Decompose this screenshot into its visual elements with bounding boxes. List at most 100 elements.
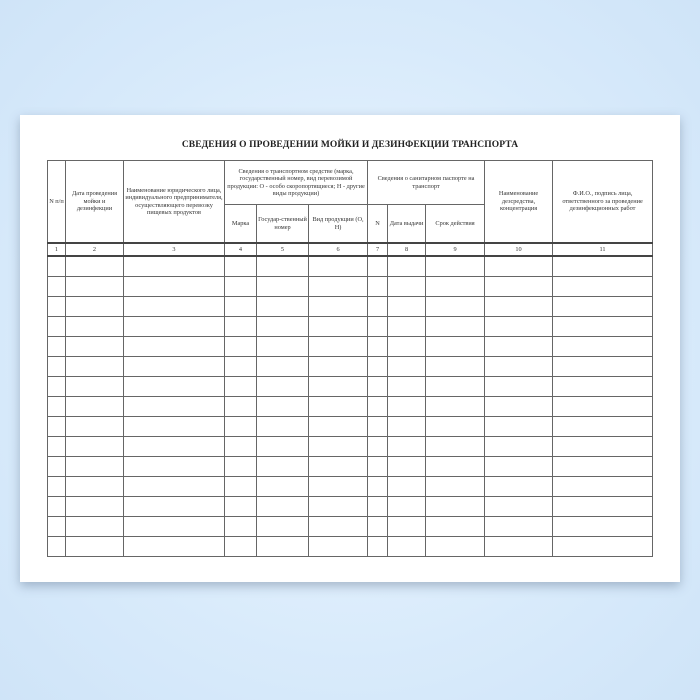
table-cell[interactable] xyxy=(47,436,66,457)
table-cell[interactable] xyxy=(367,316,389,337)
table-cell[interactable] xyxy=(552,376,654,397)
table-cell[interactable] xyxy=(387,396,427,417)
table-cell[interactable] xyxy=(47,336,66,357)
table-cell[interactable] xyxy=(425,456,486,477)
table-cell[interactable] xyxy=(484,416,554,437)
table-cell[interactable] xyxy=(307,476,369,497)
table-cell[interactable] xyxy=(552,276,654,297)
table-cell[interactable] xyxy=(484,516,554,537)
table-cell[interactable] xyxy=(484,436,554,457)
table-cell[interactable] xyxy=(484,536,554,557)
table-cell[interactable] xyxy=(387,356,427,377)
table-cell[interactable] xyxy=(65,316,124,337)
table-cell[interactable] xyxy=(307,456,369,477)
table-cell[interactable] xyxy=(387,255,427,277)
table-cell[interactable] xyxy=(307,296,369,317)
table-cell[interactable] xyxy=(367,516,389,537)
table-cell[interactable] xyxy=(47,396,66,417)
table-cell[interactable] xyxy=(367,436,389,457)
table-cell[interactable] xyxy=(307,436,369,457)
table-cell[interactable] xyxy=(123,396,225,417)
table-cell[interactable] xyxy=(425,296,486,317)
table-cell[interactable] xyxy=(484,276,554,297)
table-cell[interactable] xyxy=(552,255,654,277)
table-cell[interactable] xyxy=(65,396,124,417)
table-cell[interactable] xyxy=(425,416,486,437)
table-cell[interactable] xyxy=(123,316,225,337)
table-cell[interactable] xyxy=(224,396,257,417)
table-cell[interactable] xyxy=(123,536,225,557)
table-cell[interactable] xyxy=(484,376,554,397)
table-cell[interactable] xyxy=(307,376,369,397)
table-cell[interactable] xyxy=(123,296,225,317)
table-cell[interactable] xyxy=(123,255,225,277)
table-cell[interactable] xyxy=(367,396,389,417)
table-cell[interactable] xyxy=(425,516,486,537)
table-cell[interactable] xyxy=(552,316,654,337)
table-cell[interactable] xyxy=(256,436,309,457)
table-cell[interactable] xyxy=(552,296,654,317)
table-cell[interactable] xyxy=(65,456,124,477)
table-cell[interactable] xyxy=(552,336,654,357)
table-cell[interactable] xyxy=(367,356,389,377)
table-cell[interactable] xyxy=(367,376,389,397)
table-cell[interactable] xyxy=(224,255,257,277)
table-cell[interactable] xyxy=(224,496,257,517)
table-cell[interactable] xyxy=(387,376,427,397)
table-cell[interactable] xyxy=(387,536,427,557)
table-cell[interactable] xyxy=(47,456,66,477)
table-cell[interactable] xyxy=(425,436,486,457)
table-cell[interactable] xyxy=(65,376,124,397)
table-cell[interactable] xyxy=(65,476,124,497)
table-cell[interactable] xyxy=(552,476,654,497)
table-cell[interactable] xyxy=(484,456,554,477)
table-cell[interactable] xyxy=(256,276,309,297)
table-cell[interactable] xyxy=(47,536,66,557)
table-cell[interactable] xyxy=(123,356,225,377)
table-cell[interactable] xyxy=(425,396,486,417)
table-cell[interactable] xyxy=(552,456,654,477)
table-cell[interactable] xyxy=(47,296,66,317)
table-cell[interactable] xyxy=(307,336,369,357)
table-cell[interactable] xyxy=(65,416,124,437)
table-cell[interactable] xyxy=(65,336,124,357)
table-cell[interactable] xyxy=(123,436,225,457)
table-cell[interactable] xyxy=(256,316,309,337)
table-cell[interactable] xyxy=(256,396,309,417)
table-cell[interactable] xyxy=(552,536,654,557)
table-cell[interactable] xyxy=(484,316,554,337)
table-cell[interactable] xyxy=(65,536,124,557)
table-cell[interactable] xyxy=(256,536,309,557)
table-cell[interactable] xyxy=(425,536,486,557)
table-cell[interactable] xyxy=(387,416,427,437)
table-cell[interactable] xyxy=(367,276,389,297)
table-cell[interactable] xyxy=(224,416,257,437)
table-cell[interactable] xyxy=(387,336,427,357)
table-cell[interactable] xyxy=(65,255,124,277)
table-cell[interactable] xyxy=(123,496,225,517)
table-cell[interactable] xyxy=(256,456,309,477)
table-cell[interactable] xyxy=(307,496,369,517)
table-cell[interactable] xyxy=(224,456,257,477)
table-cell[interactable] xyxy=(256,416,309,437)
table-cell[interactable] xyxy=(387,476,427,497)
table-cell[interactable] xyxy=(123,476,225,497)
table-cell[interactable] xyxy=(484,476,554,497)
table-cell[interactable] xyxy=(224,336,257,357)
table-cell[interactable] xyxy=(47,496,66,517)
table-cell[interactable] xyxy=(425,356,486,377)
table-cell[interactable] xyxy=(367,496,389,517)
table-cell[interactable] xyxy=(484,496,554,517)
table-cell[interactable] xyxy=(47,316,66,337)
table-cell[interactable] xyxy=(65,436,124,457)
table-cell[interactable] xyxy=(307,396,369,417)
table-cell[interactable] xyxy=(367,536,389,557)
table-cell[interactable] xyxy=(256,296,309,317)
table-cell[interactable] xyxy=(367,296,389,317)
table-cell[interactable] xyxy=(484,396,554,417)
table-cell[interactable] xyxy=(425,255,486,277)
table-cell[interactable] xyxy=(123,376,225,397)
table-cell[interactable] xyxy=(387,456,427,477)
table-cell[interactable] xyxy=(387,276,427,297)
table-cell[interactable] xyxy=(256,336,309,357)
